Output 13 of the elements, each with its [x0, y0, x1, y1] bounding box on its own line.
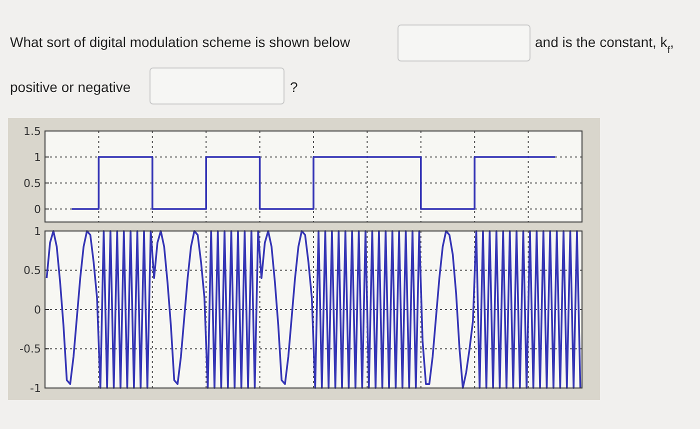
y-tick-label: 1	[34, 150, 41, 164]
y-tick-label: 0	[34, 202, 41, 216]
y-tick-label: 0.5	[24, 176, 41, 190]
y-tick-label: 0	[34, 303, 41, 316]
text: and is the constant, k$_{f}$,	[535, 34, 674, 56]
y-tick-label: -0.5	[20, 342, 41, 356]
text: positive or negative	[10, 79, 131, 95]
y-tick-label: 0.5	[24, 264, 41, 278]
y-tick-label: 1	[34, 224, 41, 238]
y-tick-label: 1.5	[24, 124, 41, 138]
text: What sort of digital modulation scheme is shown below	[10, 34, 351, 50]
text: ?	[290, 79, 298, 95]
y-tick-label: -1	[30, 382, 41, 395]
